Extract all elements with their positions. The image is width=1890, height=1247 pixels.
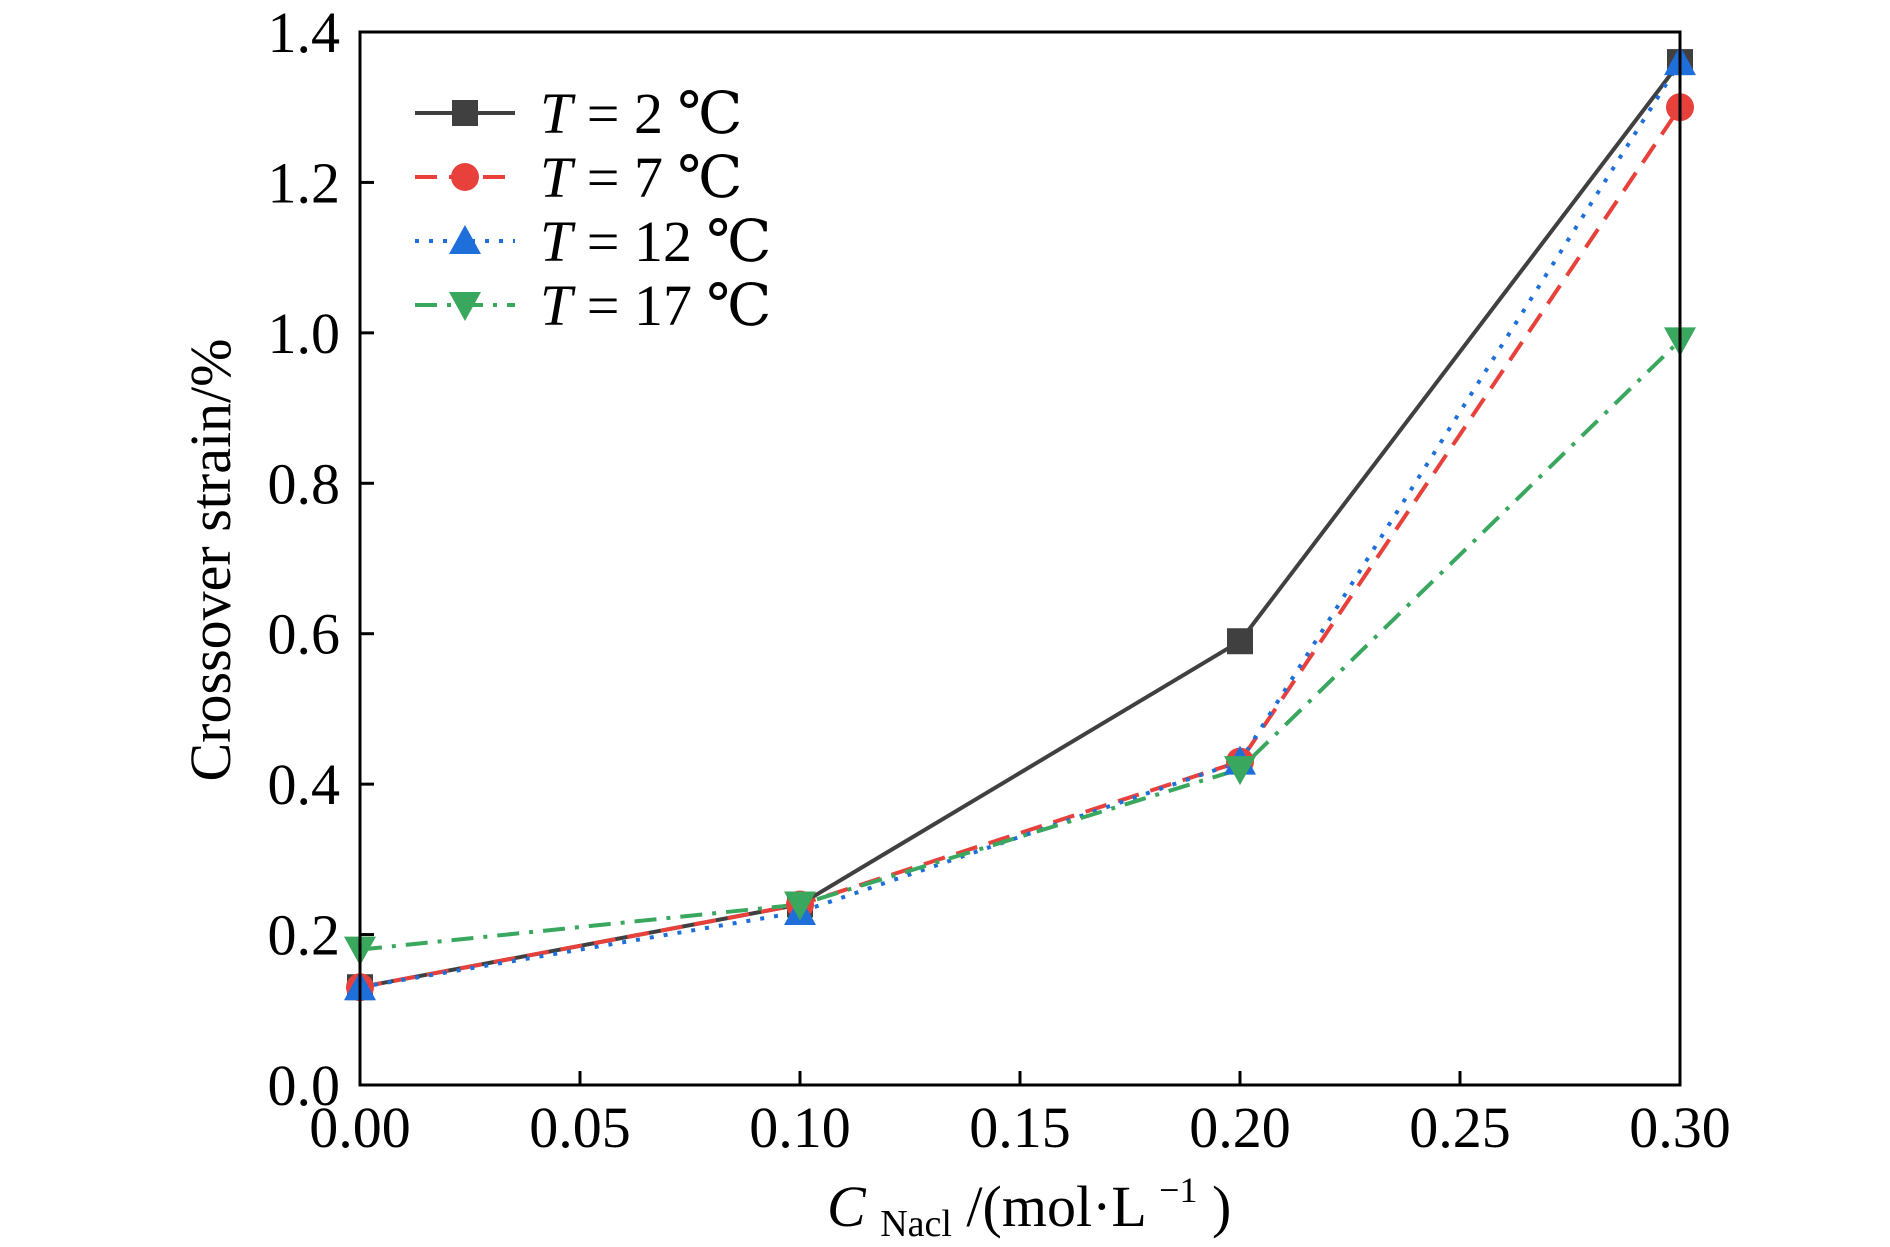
x-axis-title: C Nacl /(mol·L −1 ) bbox=[827, 1150, 1231, 1247]
legend-label-4: T = 17 ℃ bbox=[540, 273, 771, 338]
x-tick-label: 0.20 bbox=[1189, 1095, 1291, 1160]
x-tick-label: 0.05 bbox=[529, 1095, 631, 1160]
series-4-point bbox=[1224, 756, 1256, 786]
legend-label-1: T = 2 ℃ bbox=[540, 81, 742, 146]
y-tick-label: 0.4 bbox=[268, 752, 341, 817]
legend-label-2: T = 7 ℃ bbox=[540, 145, 742, 210]
legend-marker-2 bbox=[451, 163, 479, 191]
y-tick-label: 0.0 bbox=[268, 1053, 341, 1118]
y-tick-label: 1.2 bbox=[268, 150, 341, 215]
legend-marker-1 bbox=[452, 100, 478, 126]
x-tick-label: 0.10 bbox=[749, 1095, 851, 1160]
series-line-2 bbox=[359, 106, 1682, 990]
y-tick-label: 1.4 bbox=[268, 0, 341, 65]
legend-marker-3 bbox=[449, 225, 481, 254]
x-axis-title-close: ) bbox=[1212, 1174, 1231, 1239]
x-tick-label: 0.00 bbox=[309, 1095, 411, 1160]
legend-marker-4 bbox=[449, 292, 481, 321]
y-tick-label: 0.8 bbox=[268, 451, 341, 516]
x-axis-title-var: C bbox=[827, 1174, 867, 1239]
y-tick-label: 1.0 bbox=[268, 301, 341, 366]
x-axis-title-sup: −1 bbox=[1159, 1170, 1197, 1210]
legend-label-3: T = 12 ℃ bbox=[540, 209, 771, 274]
x-tick-label: 0.15 bbox=[969, 1095, 1071, 1160]
y-axis-title: Crossover strain/% bbox=[178, 339, 243, 782]
legend: T = 2 ℃T = 7 ℃T = 12 ℃T = 17 ℃ bbox=[415, 81, 771, 338]
plot-lines bbox=[359, 60, 1682, 990]
x-axis-title-sub: Nacl bbox=[880, 1203, 952, 1245]
series-4-point bbox=[784, 891, 816, 921]
y-tick-label: 0.6 bbox=[268, 602, 341, 667]
y-axis-ticks: 0.0 0.2 0.4 0.6 0.8 1.0 1.2 1.4 bbox=[268, 0, 374, 1118]
x-tick-label: 0.30 bbox=[1629, 1095, 1731, 1160]
series-line-4 bbox=[359, 338, 1682, 952]
y-tick-label: 0.2 bbox=[268, 903, 341, 968]
x-tick-label: 0.25 bbox=[1409, 1095, 1511, 1160]
series-1-point bbox=[1227, 628, 1253, 655]
x-axis-title-unit: /(mol·L bbox=[966, 1174, 1144, 1239]
x-axis-ticks: 0.00 0.05 0.10 0.15 0.20 0.25 0.30 bbox=[309, 1071, 1731, 1160]
